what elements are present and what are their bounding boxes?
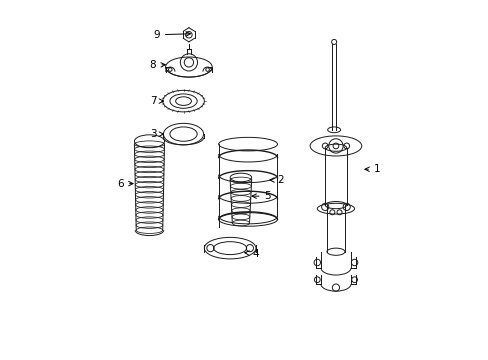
Text: 3: 3	[149, 129, 163, 139]
Text: 2: 2	[269, 175, 283, 185]
Text: 8: 8	[149, 60, 165, 70]
Text: 5: 5	[251, 191, 270, 201]
Text: 7: 7	[149, 96, 163, 106]
Text: 4: 4	[244, 248, 258, 258]
Text: 6: 6	[117, 179, 133, 189]
Text: 1: 1	[364, 164, 380, 174]
Text: 9: 9	[153, 30, 190, 40]
